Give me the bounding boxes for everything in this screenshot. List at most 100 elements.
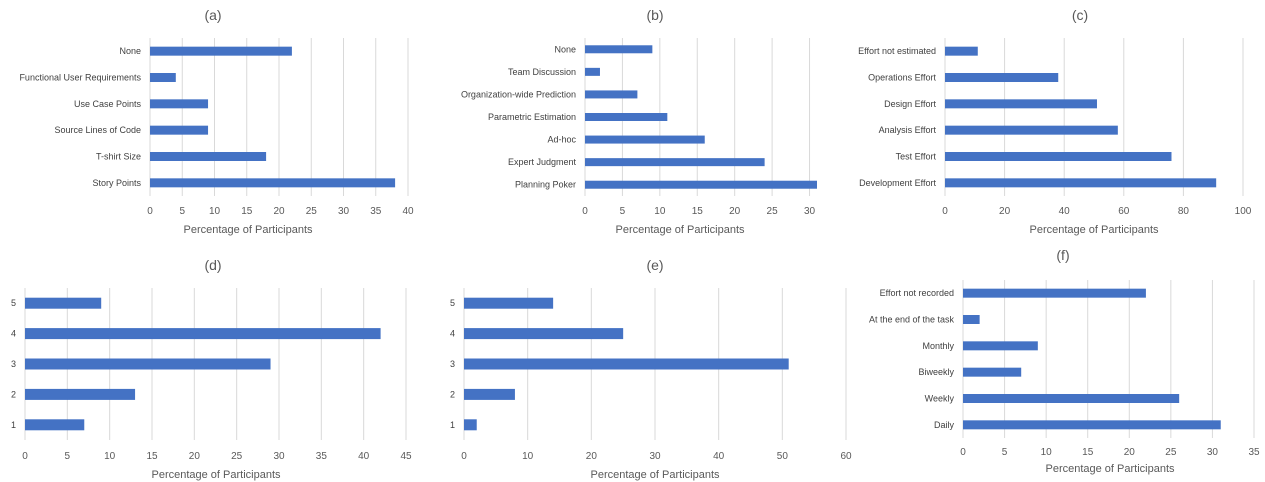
category-label: Story Points [92,178,141,188]
x-tick-label: 35 [370,206,382,217]
x-tick-label: 30 [649,451,661,462]
category-label: 4 [11,329,16,339]
bar-0 [945,46,978,56]
x-tick-label: 40 [358,451,370,462]
bar-6 [585,180,817,189]
bar-1 [150,73,176,82]
bar-2 [464,358,789,370]
x-tick-label: 5 [620,206,626,217]
x-tick-label: 60 [1118,206,1130,217]
category-label: 2 [450,389,455,399]
panel-title: (b) [646,7,663,23]
x-tick-label: 45 [400,451,412,462]
x-tick-label: 40 [1059,206,1071,217]
category-label: Effort not estimated [858,46,936,56]
x-tick-label: 0 [147,206,153,217]
bar-5 [963,420,1221,430]
category-label: 1 [11,420,16,430]
category-label: Operations Effort [868,73,936,83]
category-label: Biweekly [918,367,954,377]
x-tick-label: 10 [654,206,666,217]
category-label: Parametric Estimation [488,112,576,122]
bar-3 [464,388,515,400]
bar-2 [25,358,271,370]
x-tick-label: 0 [461,451,467,462]
x-tick-label: 25 [306,206,318,217]
x-tick-label: 30 [804,206,816,217]
bar-0 [464,297,554,309]
category-label: At the end of the task [869,315,955,325]
x-axis-title: Percentage of Participants [1045,463,1175,475]
x-tick-label: 5 [179,206,185,217]
bar-4 [963,394,1180,403]
category-label: Analysis Effort [879,125,937,135]
panel-title: (f) [1056,247,1069,263]
category-label: Use Case Points [74,99,142,109]
bar-3 [945,125,1118,135]
bar-4 [585,135,705,144]
category-label: None [119,46,141,56]
x-tick-label: 0 [22,451,28,462]
x-tick-label: 20 [1124,447,1136,458]
x-tick-label: 25 [231,451,243,462]
category-label: Daily [934,420,955,430]
bar-2 [150,99,209,109]
x-axis-title: Percentage of Participants [1029,224,1159,236]
category-label: 2 [11,389,16,399]
x-tick-label: 20 [586,451,598,462]
bar-0 [963,288,1146,298]
x-tick-label: 15 [146,451,158,462]
x-tick-label: 20 [273,206,285,217]
category-label: Organization-wide Prediction [461,89,576,99]
category-label: None [554,44,576,54]
category-label: 4 [450,329,455,339]
panel-title: (e) [646,257,663,273]
category-label: Source Lines of Code [54,125,141,135]
x-tick-label: 10 [522,451,534,462]
bar-4 [945,152,1172,161]
x-tick-label: 10 [209,206,221,217]
bar-2 [963,341,1038,351]
x-tick-label: 50 [777,451,789,462]
x-tick-label: 100 [1235,206,1252,217]
bar-5 [150,178,396,188]
x-tick-label: 15 [1082,447,1094,458]
category-label: Team Discussion [508,67,576,77]
bar-1 [963,315,980,324]
category-label: Weekly [925,394,955,404]
x-tick-label: 35 [316,451,328,462]
bar-1 [464,328,624,340]
bar-1 [945,73,1059,82]
x-tick-label: 30 [338,206,350,217]
x-axis-title: Percentage of Participants [183,224,313,236]
x-tick-label: 5 [65,451,71,462]
x-tick-label: 10 [104,451,116,462]
category-label: Functional User Requirements [19,73,141,83]
category-label: Development Effort [859,178,936,188]
x-tick-label: 80 [1178,206,1190,217]
x-tick-label: 30 [273,451,285,462]
category-label: 5 [11,298,16,308]
bar-3 [150,125,209,135]
x-axis-title: Percentage of Participants [151,469,281,481]
bar-1 [585,67,600,76]
x-tick-label: 20 [999,206,1011,217]
x-tick-label: 35 [1248,447,1260,458]
category-label: 3 [11,359,16,369]
x-tick-label: 0 [942,206,948,217]
category-label: Design Effort [884,99,936,109]
panel-title: (a) [204,7,221,23]
category-label: 5 [450,298,455,308]
x-tick-label: 40 [402,206,414,217]
bar-2 [945,99,1097,109]
x-tick-label: 30 [1207,447,1219,458]
x-tick-label: 0 [582,206,588,217]
category-label: Monthly [922,341,954,351]
bar-3 [963,367,1022,377]
x-tick-label: 20 [189,451,201,462]
category-label: Effort not recorded [880,288,954,298]
bar-3 [585,113,668,121]
x-tick-label: 10 [1041,447,1053,458]
bar-4 [25,419,85,431]
panel-title: (d) [204,257,221,273]
